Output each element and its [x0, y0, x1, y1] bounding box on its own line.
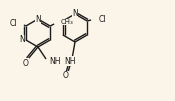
Text: N: N [72, 9, 78, 18]
Text: N: N [35, 15, 41, 24]
Text: O: O [63, 72, 69, 80]
Text: N: N [19, 35, 25, 45]
Text: NH: NH [49, 56, 61, 66]
Text: Cl: Cl [9, 19, 17, 28]
Text: NH: NH [64, 56, 75, 66]
Text: Cl: Cl [99, 15, 107, 24]
Text: O: O [23, 58, 29, 67]
Text: CH₃: CH₃ [61, 19, 74, 25]
